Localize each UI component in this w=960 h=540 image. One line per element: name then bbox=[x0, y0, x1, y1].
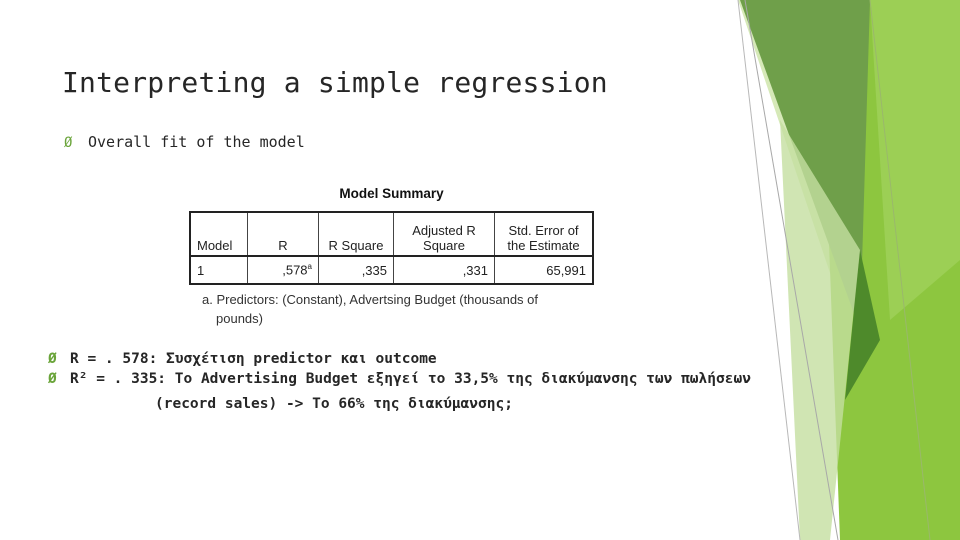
green-panel-pale bbox=[780, 120, 860, 540]
cell-adjusted-r-square: ,331 bbox=[393, 256, 495, 285]
thin-line-2 bbox=[744, 0, 839, 540]
cell-r-square: ,335 bbox=[318, 256, 394, 285]
arrow-bullet-icon: Ø bbox=[48, 351, 57, 367]
bullet-text: R = . 578: Συσχέτιση predictor και outco… bbox=[70, 351, 437, 367]
bullet-r-square: Ø R² = . 335: Το Advertising Budget εξηγε… bbox=[48, 371, 751, 387]
footnote-line-1: a. Predictors: (Constant), Advertsing Bu… bbox=[202, 292, 539, 307]
bullet-r-value: Ø R = . 578: Συσχέτιση predictor και outc… bbox=[48, 351, 437, 367]
thin-line-3 bbox=[869, 0, 931, 540]
arrow-bullet-icon: Ø bbox=[64, 135, 73, 151]
thin-line-1 bbox=[737, 0, 801, 540]
table-header-row: Model R R Square Adjusted R Square Std. … bbox=[189, 211, 594, 257]
col-header-adjusted-r-square: Adjusted R Square bbox=[393, 211, 495, 257]
col-header-std-error: Std. Error of the Estimate bbox=[494, 211, 594, 257]
model-summary-title: Model Summary bbox=[339, 186, 444, 201]
footnote-line-2: pounds) bbox=[216, 311, 263, 326]
bullet-r-square-continuation: (record sales) -> Το 66% της διακύμανσης… bbox=[155, 396, 513, 412]
green-panel-accent bbox=[870, 0, 960, 320]
bullet-text: Overall fit of the model bbox=[88, 133, 305, 151]
slide-title: Interpreting a simple regression bbox=[62, 66, 608, 99]
cell-r-footnote-marker: a bbox=[307, 262, 312, 272]
cell-r-value: ,578 bbox=[282, 262, 308, 278]
table-footnote: a. Predictors: (Constant), Advertsing Bu… bbox=[202, 290, 562, 328]
cell-model: 1 bbox=[189, 256, 248, 285]
bullet-overall-fit: Ø Overall fit of the model bbox=[64, 133, 305, 151]
green-panel-dark bbox=[845, 250, 880, 400]
col-header-r: R bbox=[247, 211, 319, 257]
col-header-r-square: R Square bbox=[318, 211, 394, 257]
table-row: 1 ,578a ,335 ,331 65,991 bbox=[189, 256, 594, 285]
bullet-text: R² = . 335: Το Advertising Budget εξηγεί… bbox=[70, 371, 751, 387]
cell-std-error: 65,991 bbox=[494, 256, 594, 285]
model-summary-table: Model R R Square Adjusted R Square Std. … bbox=[189, 211, 594, 285]
col-header-model: Model bbox=[189, 211, 248, 257]
cell-r: ,578a bbox=[247, 256, 319, 285]
arrow-bullet-icon: Ø bbox=[48, 371, 57, 387]
